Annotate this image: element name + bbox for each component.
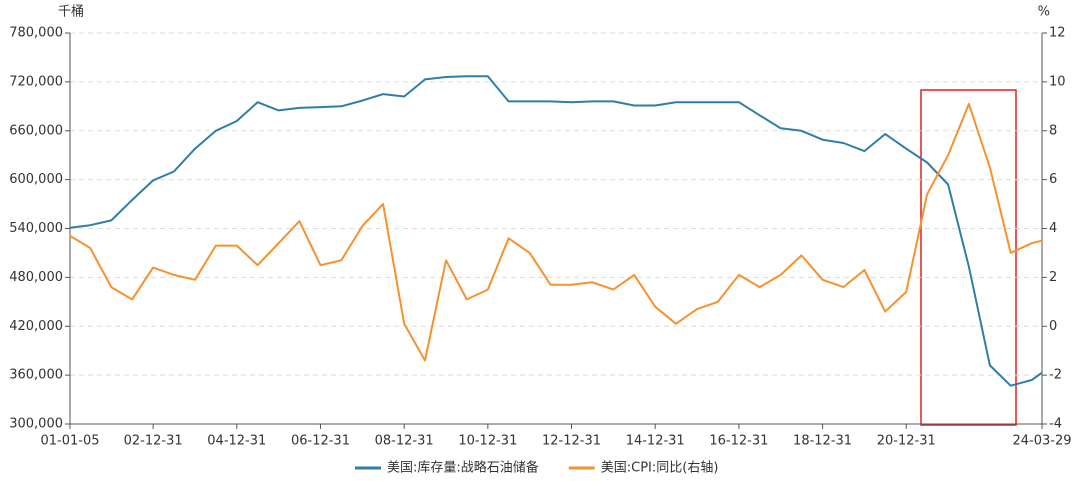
x-tick-label: 12-12-31: [542, 434, 601, 449]
y-tick-label: 540,000: [9, 221, 63, 236]
legend-label: 美国:库存量:战略石油储备: [387, 460, 539, 476]
y2-tick-label: 8: [1049, 123, 1057, 138]
y-tick-label: 360,000: [9, 368, 63, 383]
x-tick-label: 10-12-31: [458, 434, 517, 449]
series-line: [69, 102, 1043, 362]
x-tick-label: 02-12-31: [124, 434, 183, 449]
y-tick-label: 300,000: [9, 417, 63, 432]
legend-label: 美国:CPI:同比(右轴): [601, 461, 719, 476]
y2-tick-label: 10: [1049, 74, 1066, 89]
y2-tick-label: 4: [1049, 221, 1057, 236]
y2-tick-label: 12: [1049, 26, 1066, 41]
y-tick-label: 480,000: [9, 270, 63, 285]
y-tick-label: 720,000: [9, 74, 63, 89]
x-tick-label: 24-03-29: [1012, 434, 1071, 449]
series-line: [69, 75, 1043, 387]
x-tick-label: 04-12-31: [207, 434, 266, 449]
y2-tick-label: 0: [1049, 319, 1057, 334]
x-tick-label: 18-12-31: [793, 434, 852, 449]
x-tick-label: 06-12-31: [291, 434, 350, 449]
y-tick-label: 660,000: [9, 123, 63, 138]
x-tick-label: 14-12-31: [626, 434, 685, 449]
highlight-box: [920, 89, 1017, 426]
x-tick-label: 20-12-31: [877, 434, 936, 449]
x-tick-label: 08-12-31: [375, 434, 434, 449]
y-unit: 千桶: [58, 5, 84, 20]
y2-unit: %: [1038, 5, 1050, 20]
y-tick-label: 780,000: [9, 26, 63, 41]
y2-tick-label: 2: [1049, 270, 1057, 285]
y-tick-label: 600,000: [9, 172, 63, 187]
x-tick-label: 16-12-31: [709, 434, 768, 449]
y2-tick-label: -4: [1049, 417, 1062, 432]
x-tick-label: 01-01-05: [40, 434, 99, 449]
y2-tick-label: -2: [1049, 368, 1062, 383]
y-tick-label: 420,000: [9, 319, 63, 334]
y2-tick-label: 6: [1049, 172, 1057, 187]
